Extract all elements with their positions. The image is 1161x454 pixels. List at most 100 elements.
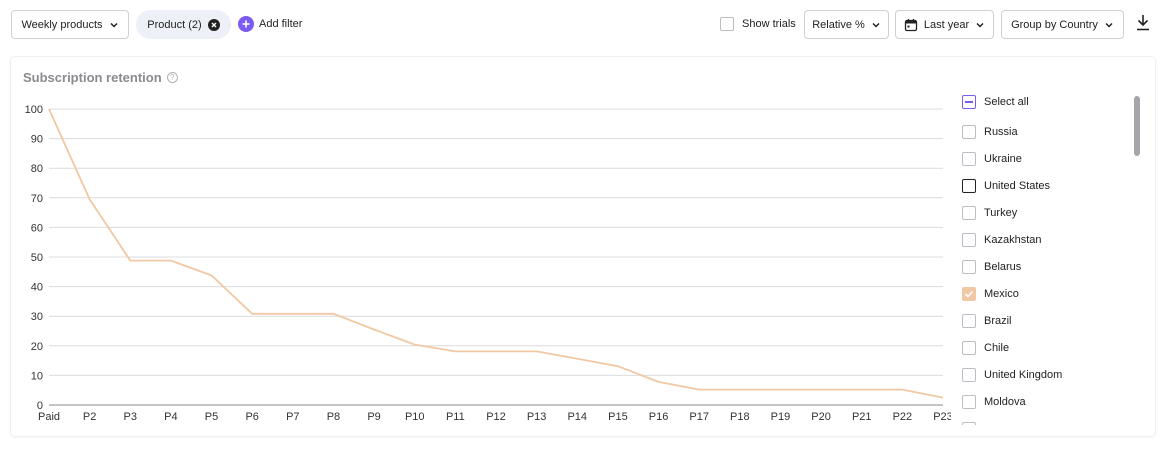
x-tick-label: Paid	[38, 411, 60, 423]
x-tick-label: P8	[327, 411, 340, 423]
y-tick-label: 0	[37, 400, 43, 412]
download-icon[interactable]	[1135, 14, 1151, 32]
legend-checkbox[interactable]	[962, 368, 976, 382]
y-tick-label: 40	[31, 282, 43, 294]
x-tick-label: P14	[567, 411, 587, 423]
calendar-icon	[904, 18, 918, 31]
legend-checkbox[interactable]	[962, 206, 976, 220]
legend-checkbox[interactable]	[962, 341, 976, 355]
legend-label: Brazil	[984, 315, 1012, 327]
card-title-text: Subscription retention	[23, 70, 162, 85]
legend-label: Kazakhstan	[984, 234, 1042, 246]
y-tick-label: 50	[31, 252, 43, 264]
x-tick-label: P11	[446, 411, 465, 423]
y-tick-label: 10	[31, 370, 43, 382]
legend-checkbox[interactable]	[962, 314, 976, 328]
legend-item[interactable]: Chile	[962, 338, 1132, 358]
product-filter-label: Product (2)	[147, 18, 202, 31]
group-by-label: Group by Country	[1011, 18, 1098, 31]
country-legend: Select all Russia Ukraine United States Tur…	[962, 92, 1132, 425]
x-tick-label: P16	[649, 411, 669, 423]
x-tick-label: P4	[164, 411, 177, 423]
legend-label: Chile	[984, 342, 1010, 354]
legend-item-partial[interactable]	[962, 419, 1132, 425]
chevron-down-icon	[110, 22, 118, 28]
x-tick-label: P17	[689, 411, 709, 423]
mode-dropdown[interactable]: Relative %	[804, 10, 889, 39]
y-tick-label: 80	[31, 163, 43, 175]
legend-label: United States	[984, 180, 1051, 192]
legend-item[interactable]: United Kingdom	[962, 365, 1132, 385]
chevron-down-icon	[976, 22, 984, 28]
y-tick-label: 90	[31, 134, 43, 146]
x-tick-label: P9	[367, 411, 380, 423]
x-tick-label: P20	[811, 411, 831, 423]
legend-item[interactable]: Moldova	[962, 392, 1132, 412]
legend-item[interactable]: Belarus	[962, 257, 1132, 277]
x-tick-label: P23	[933, 411, 951, 423]
select-all-checkbox[interactable]	[962, 95, 976, 109]
date-range-label: Last year	[923, 18, 970, 31]
legend-checkbox[interactable]	[962, 287, 976, 301]
y-tick-label: 20	[31, 341, 43, 353]
legend-checkbox[interactable]	[962, 125, 976, 139]
legend-checkbox[interactable]	[962, 233, 976, 247]
show-trials-label: Show trials	[742, 18, 796, 30]
x-tick-label: P10	[405, 411, 425, 423]
x-tick-label: P21	[852, 411, 872, 423]
legend-label: Mexico	[984, 288, 1019, 300]
close-circle-icon[interactable]	[207, 18, 220, 31]
date-range-dropdown[interactable]: Last year	[895, 10, 994, 39]
plus-circle-icon	[238, 16, 254, 32]
legend-label: Russia	[984, 126, 1018, 138]
period-dropdown-label: Weekly products	[21, 18, 103, 31]
legend-checkbox[interactable]	[962, 422, 976, 425]
legend-item[interactable]: Ukraine	[962, 149, 1132, 169]
legend-label: Belarus	[984, 261, 1022, 273]
legend-item[interactable]: Kazakhstan	[962, 230, 1132, 250]
help-icon[interactable]: ?	[166, 72, 178, 83]
legend-item[interactable]: Turkey	[962, 203, 1132, 223]
chevron-down-icon	[872, 22, 880, 28]
legend-label: Turkey	[984, 207, 1018, 219]
retention-chart: 0 10 20 30 40 50 60 70 80 90 100 Paid P2 P3 P4 P5 P6 P7 P8…	[25, 104, 951, 423]
period-dropdown[interactable]: Weekly products	[11, 10, 129, 39]
show-trials-toggle[interactable]: Show trials	[720, 16, 796, 32]
legend-item[interactable]: Brazil	[962, 311, 1132, 331]
legend-select-all[interactable]: Select all	[962, 92, 1132, 112]
x-tick-label: P13	[527, 411, 547, 423]
add-filter-button[interactable]: Add filter	[238, 14, 302, 34]
legend-label: United Kingdom	[984, 369, 1063, 381]
legend-checkbox[interactable]	[962, 152, 976, 166]
retention-card: Subscription retention ? 0 10 20 30 40 50 60 70…	[11, 57, 1155, 436]
x-tick-label: P19	[771, 411, 791, 423]
y-tick-label: 30	[31, 311, 43, 323]
x-tick-label: P18	[730, 411, 750, 423]
x-tick-label: P6	[245, 411, 258, 423]
show-trials-checkbox[interactable]	[720, 17, 734, 31]
product-filter-chip[interactable]: Product (2)	[136, 10, 231, 39]
legend-item[interactable]: Russia	[962, 122, 1132, 142]
legend-item[interactable]: United States	[962, 176, 1132, 196]
card-title: Subscription retention ?	[23, 70, 178, 85]
x-tick-label: P22	[893, 411, 913, 423]
check-icon	[964, 290, 974, 298]
legend-checkbox[interactable]	[962, 395, 976, 409]
series-line-mexico	[48, 108, 944, 399]
legend-label: Moldova	[984, 396, 1026, 408]
x-tick-label: P3	[124, 411, 137, 423]
x-tick-label: P7	[286, 411, 299, 423]
x-tick-label: P2	[83, 411, 96, 423]
x-tick-label: P12	[486, 411, 506, 423]
y-tick-label: 70	[31, 193, 43, 205]
group-by-dropdown[interactable]: Group by Country	[1001, 10, 1124, 39]
legend-scrollbar[interactable]	[1134, 96, 1140, 156]
chevron-down-icon	[1105, 22, 1113, 28]
legend-item[interactable]: Mexico	[962, 284, 1132, 304]
legend-checkbox[interactable]	[962, 179, 976, 193]
y-tick-label: 100	[25, 104, 43, 116]
mode-dropdown-label: Relative %	[812, 18, 865, 31]
legend-checkbox[interactable]	[962, 260, 976, 274]
add-filter-label: Add filter	[259, 18, 303, 30]
toolbar: Weekly products Product (2) Add filter S…	[0, 0, 1161, 46]
